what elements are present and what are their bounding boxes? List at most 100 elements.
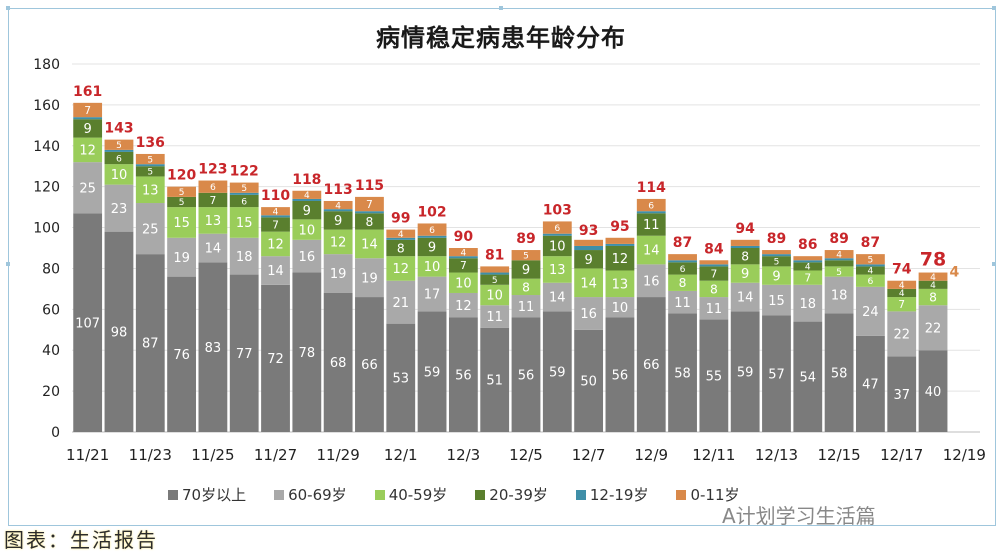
bar-segment: [73, 119, 103, 138]
segment-value-label: 7: [272, 218, 279, 231]
segment-value-label: 13: [549, 263, 566, 278]
bar-segment: [730, 311, 760, 432]
segment-value-label: 6: [116, 153, 122, 164]
segment-value-label: 9: [741, 267, 749, 282]
segment-value-label: 4: [930, 273, 936, 283]
total-value-label: 113: [324, 182, 353, 198]
bar-segment: [511, 260, 541, 279]
segment-value-label: 6: [867, 276, 873, 287]
x-tick-label: 12/11: [692, 446, 735, 464]
resize-handle[interactable]: [6, 6, 10, 10]
bar-segment: [574, 250, 604, 269]
segment-value-label: 6: [680, 264, 686, 275]
bar-segment: [762, 284, 791, 316]
bar-segment: [793, 270, 823, 285]
bar-segment: [824, 250, 854, 259]
total-value-label: 136: [136, 135, 165, 151]
segment-value-label: 59: [549, 365, 566, 380]
bar-segment: [323, 209, 353, 212]
bar-segment: [605, 237, 635, 244]
bar-segment: [605, 245, 635, 271]
bar-segment: [824, 276, 854, 314]
bar-segment: [355, 211, 384, 214]
total-value-label: 123: [198, 162, 227, 178]
x-tick-label: 12/9: [634, 446, 668, 464]
bar-segment: [386, 237, 416, 240]
segment-value-label: 23: [111, 202, 128, 217]
bar-segment: [668, 262, 697, 275]
bar-segment: [636, 264, 666, 298]
total-value-label: 95: [610, 219, 629, 235]
bar-segment: [887, 288, 917, 298]
segment-value-label: 14: [267, 264, 284, 279]
resize-handle[interactable]: [992, 6, 996, 10]
bar-segment: [636, 211, 666, 214]
bar-segment: [480, 272, 510, 275]
segment-value-label: 8: [397, 241, 405, 255]
legend-swatch: [676, 489, 687, 500]
segment-value-label: 18: [800, 297, 817, 312]
segment-value-label: 57: [768, 367, 785, 382]
bar-segment: [323, 229, 353, 255]
bar-segment: [699, 280, 729, 298]
segment-value-label: 10: [549, 240, 566, 255]
segment-value-label: 5: [116, 141, 122, 151]
bar-segment: [198, 262, 228, 432]
x-tick-label: 12/5: [509, 446, 543, 464]
bar-segment: [448, 317, 478, 432]
segment-value-label: 5: [147, 155, 153, 165]
segment-value-label: 7: [209, 194, 216, 207]
segment-value-label: 10: [486, 289, 503, 304]
segment-value-label: 8: [366, 215, 374, 229]
bar-segment: [261, 284, 290, 432]
x-tick-label: 11/23: [129, 446, 172, 464]
segment-value-label: 10: [455, 276, 472, 291]
bar-segment: [229, 207, 259, 238]
segment-value-label: 40: [925, 385, 942, 400]
segment-value-label: 7: [898, 298, 905, 311]
bar-segment: [730, 245, 760, 248]
total-value-label: 99: [391, 211, 410, 227]
total-value-label: 118: [292, 172, 321, 188]
resize-handle[interactable]: [992, 262, 996, 266]
segment-value-label: 66: [643, 358, 660, 373]
bar-segment: [730, 239, 760, 246]
segment-value-label: 12: [392, 262, 409, 277]
segment-value-label: 53: [392, 372, 409, 387]
bar-segment: [887, 311, 917, 357]
total-value-label: 103: [543, 202, 572, 218]
bar-segment: [824, 260, 854, 267]
segment-value-label: 7: [366, 198, 373, 211]
bar-segment: [856, 266, 885, 275]
bar-segment: [730, 282, 760, 312]
legend-swatch: [168, 489, 178, 500]
bar-segment: [73, 117, 103, 120]
bar-segment: [261, 217, 290, 232]
bar-segment: [292, 239, 322, 273]
y-tick-label: 60: [42, 302, 60, 318]
segment-value-label: 15: [768, 294, 785, 309]
segment-value-label: 4: [398, 230, 404, 240]
segment-value-label: 68: [330, 356, 347, 371]
bar-segment: [73, 137, 103, 163]
bar-segment: [261, 231, 290, 257]
segment-value-label: 18: [236, 250, 253, 265]
resize-handle[interactable]: [499, 6, 503, 10]
resize-handle[interactable]: [6, 262, 10, 266]
segment-value-label: 59: [737, 365, 754, 380]
segment-value-label: 6: [210, 182, 216, 193]
bar-segment: [135, 153, 165, 165]
bar-segment: [73, 102, 103, 118]
total-value-label: 89: [829, 231, 848, 247]
total-value-label: 102: [417, 204, 446, 220]
segment-value-label: 11: [643, 218, 660, 233]
bar-segment: [167, 186, 196, 197]
total-value-label: 86: [798, 237, 817, 253]
bar-segment: [918, 272, 948, 281]
stacked-bar-chart: 0204060801001201401601801072512971619823…: [33, 57, 986, 464]
total-value-label: 161: [73, 84, 102, 100]
segment-value-label: 14: [737, 291, 754, 306]
segment-value-label: 56: [455, 368, 472, 383]
segment-value-label: 12: [79, 144, 96, 159]
segment-value-label: 18: [831, 289, 848, 304]
